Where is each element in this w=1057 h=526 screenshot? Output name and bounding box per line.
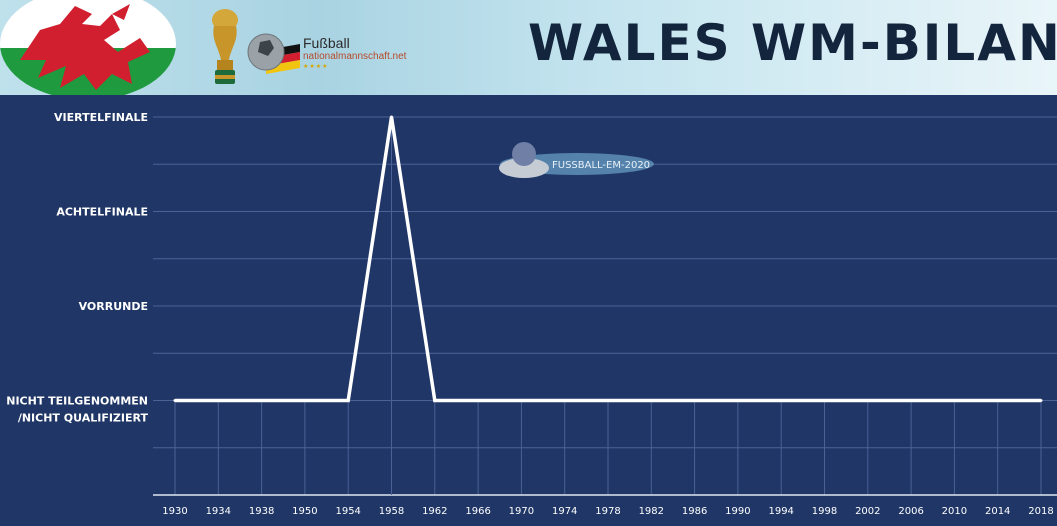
watermark-text: FUSSBALL-EM-2020 [552, 160, 650, 171]
wales-flag-icon [0, 0, 176, 95]
data-point [476, 399, 480, 402]
chart-grid [153, 116, 1057, 496]
football-germany-flag-icon [247, 33, 300, 74]
data-point [693, 399, 697, 402]
x-tick-label: 2018 [1028, 506, 1053, 517]
data-point [433, 399, 437, 402]
data-point [649, 399, 653, 402]
series-group [173, 115, 1043, 403]
watermark: FUSSBALL-EM-2020 [499, 142, 654, 178]
header-banner: Fußball nationalmannschaft.net ★★★★ WALE… [0, 0, 1057, 95]
watermark-ball-icon [512, 142, 536, 166]
x-tick-label: 2002 [855, 506, 880, 517]
x-axis-labels: 1930 1934 1938 1950 1954 1958 1962 1966 1970 1974… [162, 506, 1053, 517]
data-point [823, 399, 826, 402]
chart-area: FUSSBALL-EM-2020 1930 1934 1938 1950 1954 195… [0, 95, 1057, 526]
data-point [779, 399, 783, 402]
data-point [173, 399, 177, 402]
x-tick-label: 1982 [639, 506, 664, 517]
x-tick-label: 1974 [552, 506, 577, 517]
x-tick-label: 1970 [509, 506, 534, 517]
data-point [390, 115, 393, 119]
x-tick-label: 1978 [595, 506, 620, 517]
data-point [909, 399, 913, 402]
x-tick-label: 1938 [249, 506, 274, 517]
data-point [606, 399, 610, 402]
x-tick-label: 1958 [379, 506, 404, 517]
data-point [519, 399, 523, 402]
data-point [303, 399, 307, 402]
site-rating-stars: ★★★★ [303, 63, 329, 70]
x-tick-label: 2006 [898, 506, 923, 517]
y-level-label: /NICHT QUALIFIZIERT [18, 412, 149, 425]
data-point [1039, 399, 1043, 402]
x-tick-label: 1990 [725, 506, 750, 517]
x-tick-label: 1986 [682, 506, 707, 517]
data-point [952, 399, 956, 402]
data-point [216, 399, 220, 402]
x-tick-label: 1934 [206, 506, 231, 517]
data-point [866, 399, 870, 402]
data-point [736, 399, 740, 402]
x-tick-label: 1994 [768, 506, 793, 517]
y-level-label: ACHTELFINALE [56, 206, 148, 219]
x-tick-label: 1998 [812, 506, 837, 517]
data-point [260, 399, 264, 402]
x-tick-label: 1950 [292, 506, 317, 517]
site-domain: nationalmannschaft.net [303, 51, 407, 62]
x-tick-label: 2010 [942, 506, 967, 517]
x-tick-label: 1954 [335, 506, 360, 517]
y-axis-labels: NICHT TEILGENOMMEN/NICHT QUALIFIZIERT VOR… [6, 111, 148, 425]
x-tick-label: 1930 [162, 506, 187, 517]
data-point [563, 399, 567, 402]
watermark-ufo-icon [499, 158, 549, 178]
data-point [346, 399, 350, 402]
site-name: Fußball [303, 35, 350, 51]
x-tick-label: 2014 [985, 506, 1010, 517]
world-cup-trophy-icon [212, 9, 238, 84]
y-level-label: VORRUNDE [79, 300, 148, 313]
y-level-label: VIERTELFINALE [54, 111, 148, 124]
page-title: WALES WM-BILANZ [528, 14, 1057, 72]
line-chart: FUSSBALL-EM-2020 1930 1934 1938 1950 1954 195… [6, 111, 1057, 517]
x-tick-label: 1966 [465, 506, 490, 517]
y-level-label: NICHT TEILGENOMMEN [6, 395, 148, 408]
data-point [996, 399, 1000, 402]
x-tick-label: 1962 [422, 506, 447, 517]
